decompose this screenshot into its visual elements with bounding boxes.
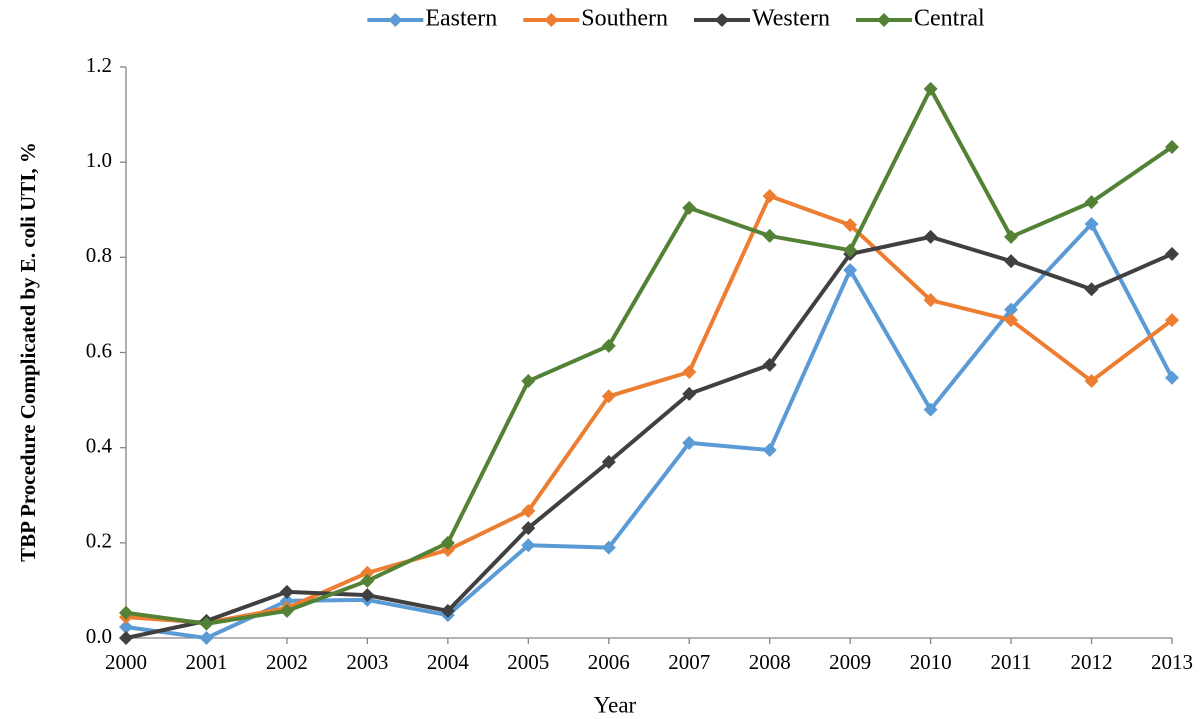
y-axis-label: TBP Procedure Complicated by E. coli UTI… <box>16 142 40 562</box>
y-tick-label: 0.8 <box>86 243 112 267</box>
data-point <box>923 81 938 96</box>
data-point <box>923 402 938 417</box>
data-point <box>762 357 777 372</box>
x-tick-label: 2004 <box>427 650 470 674</box>
data-point <box>762 228 777 243</box>
data-point <box>119 620 133 635</box>
legend-marker <box>544 13 559 27</box>
x-tick-label: 2007 <box>668 650 710 674</box>
y-tick-label: 0.0 <box>86 624 112 648</box>
data-point <box>1004 229 1019 244</box>
legend-marker <box>877 13 892 27</box>
x-tick-label: 2011 <box>990 650 1031 674</box>
data-point <box>923 293 938 308</box>
data-point <box>1084 374 1099 389</box>
y-tick-label: 0.4 <box>86 433 113 457</box>
data-point <box>199 616 214 631</box>
data-point <box>843 217 858 232</box>
data-point <box>1165 139 1179 154</box>
data-point <box>521 503 536 518</box>
data-point <box>360 565 375 580</box>
data-point <box>682 200 697 215</box>
x-tick-label: 2002 <box>266 650 308 674</box>
data-point <box>279 584 294 599</box>
x-tick-label: 2006 <box>588 650 630 674</box>
data-point <box>279 603 294 618</box>
data-point <box>762 443 777 458</box>
data-point <box>1084 282 1099 297</box>
y-tick-label: 0.2 <box>86 529 112 553</box>
data-point <box>843 243 858 258</box>
data-point <box>440 535 455 550</box>
data-point <box>360 573 375 588</box>
legend-marker <box>714 13 729 27</box>
data-point <box>521 374 536 389</box>
x-tick-label: 2013 <box>1151 650 1193 674</box>
x-tick-label: 2003 <box>346 650 388 674</box>
y-tick-label: 1.2 <box>86 53 112 77</box>
data-point <box>762 188 777 203</box>
data-point <box>1084 217 1099 232</box>
y-tick-label: 1.0 <box>86 148 112 172</box>
x-tick-label: 2005 <box>507 650 549 674</box>
data-point <box>1004 313 1019 328</box>
data-point <box>521 538 536 553</box>
data-point <box>119 631 133 645</box>
data-point <box>521 521 536 536</box>
series-line <box>125 193 1174 625</box>
data-point <box>923 229 938 244</box>
series-line <box>125 86 1174 626</box>
data-point <box>682 386 697 401</box>
x-tick-label: 2001 <box>185 650 227 674</box>
data-point <box>682 435 697 450</box>
data-point <box>360 588 375 603</box>
legend-label: Central <box>914 6 985 32</box>
x-tick-label: 2009 <box>829 650 871 674</box>
data-point <box>843 263 858 278</box>
data-point <box>682 365 697 380</box>
legend-label: Western <box>752 6 830 32</box>
data-point <box>1165 313 1179 328</box>
data-point <box>199 631 214 645</box>
y-tick-label: 0.6 <box>86 338 112 362</box>
data-point <box>601 454 616 469</box>
x-tick-label: 2010 <box>910 650 952 674</box>
legend-label: Eastern <box>425 6 497 32</box>
x-tick-label: 2008 <box>749 650 791 674</box>
data-point <box>601 540 616 555</box>
data-point <box>601 389 616 404</box>
data-point <box>601 338 616 353</box>
x-tick-label: 2000 <box>105 650 147 674</box>
data-point <box>1084 195 1099 210</box>
legend-label: Southern <box>581 6 668 32</box>
legend-marker <box>388 13 403 27</box>
data-point <box>1165 247 1179 262</box>
series-line <box>125 222 1174 640</box>
data-point <box>1004 254 1019 269</box>
data-point <box>1004 302 1019 317</box>
data-point <box>119 605 133 620</box>
x-tick-label: 2012 <box>1071 650 1113 674</box>
x-axis-label: Year <box>594 692 637 717</box>
data-point <box>1165 370 1179 385</box>
series-line <box>125 234 1173 640</box>
data-point <box>440 603 455 618</box>
